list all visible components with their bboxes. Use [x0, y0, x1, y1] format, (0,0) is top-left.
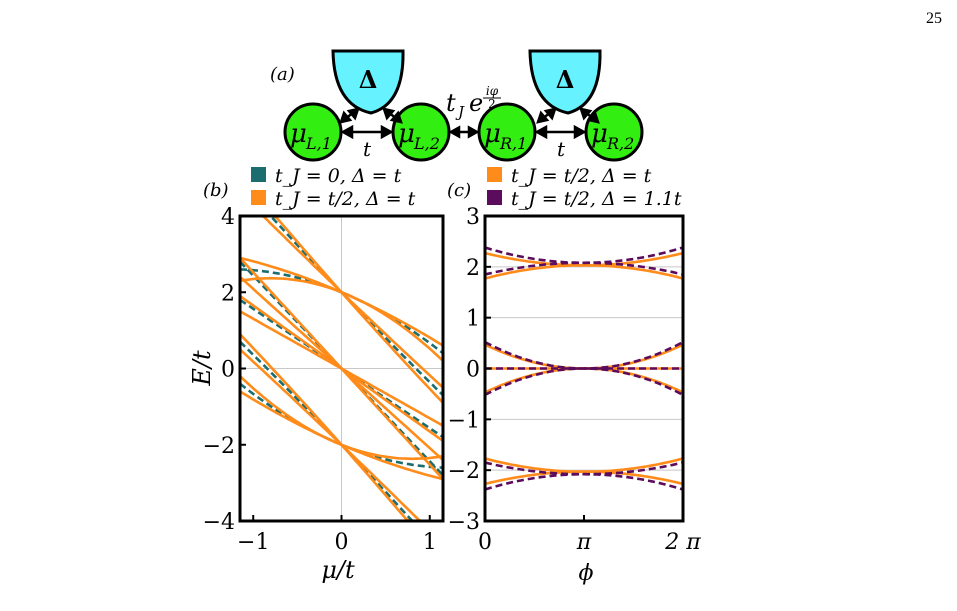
plot-c-ytick-label: −1	[448, 408, 480, 433]
legend-c-entry-0: t_J = t/2, Δ = t	[511, 165, 652, 187]
plot-c-xlabel: ϕ	[579, 561, 594, 586]
plot-c-series1-curve	[484, 261, 684, 276]
legend-b: t_J = 0, Δ = t t_J = t/2, Δ = t	[251, 165, 416, 210]
plot-b-ytick-label: −2	[203, 434, 235, 459]
dot-R1: μ R,1	[477, 102, 537, 162]
plot-b-ylabel: E/t	[188, 350, 216, 387]
junction-label-base: t	[446, 89, 456, 117]
hopping-arrows	[339, 107, 600, 140]
hopping-label-left: t	[363, 137, 372, 161]
plot-b-ytick-label: 0	[221, 358, 235, 383]
hopping-label-right: t	[557, 137, 566, 161]
dot-L1: μ L,1	[283, 102, 343, 162]
plot-b-ticks: −4 −2 0 2 4 −1 0 1	[203, 205, 437, 555]
plot-c: −3 −2 −1 0 1 2 3 0 π 2 π ϕ	[448, 205, 702, 586]
junction-label-exp-den: 2	[488, 97, 496, 111]
legend-c-entry-1: t_J = t/2, Δ = 1.1t	[511, 188, 682, 210]
plot-b-series1-curve	[239, 310, 444, 427]
junction-label: t J e iφ 2	[446, 84, 501, 121]
legend-b-entry-0: t_J = 0, Δ = t	[275, 165, 402, 187]
dot-R1-symbol: μ	[484, 119, 501, 149]
plot-b: −4 −2 0 2 4 −1 0 1 μ/t E/t	[188, 205, 445, 584]
dot-L1-symbol: μ	[290, 119, 307, 149]
dot-R2-subscript: R,2	[606, 134, 634, 153]
plot-c-ytick-label: −2	[448, 459, 480, 484]
plot-b-xlabel: μ/t	[321, 556, 355, 584]
panel-label-c: (c)	[447, 180, 471, 201]
dot-R2: μ R,2	[584, 102, 644, 162]
plot-c-xtick-label: 0	[478, 530, 492, 555]
legend-c-swatch-1	[487, 190, 502, 205]
panel-label-a: (a)	[270, 64, 295, 85]
legend-b-entry-1: t_J = t/2, Δ = t	[275, 188, 416, 210]
junction-label-exp-base: e	[469, 89, 483, 117]
legend-b-swatch-0	[251, 167, 266, 182]
plot-c-ytick-label: 0	[466, 358, 480, 383]
plot-c-curves	[484, 246, 684, 491]
junction-label-exp-num: iφ	[486, 84, 499, 98]
plot-b-ytick-label: 2	[221, 281, 235, 306]
dot-L2-subscript: L,2	[413, 134, 440, 153]
superconductor-left-label: Δ	[359, 65, 378, 94]
superconductor-right-label: Δ	[556, 65, 575, 94]
plot-c-ticks: −3 −2 −1 0 1 2 3 0 π 2 π	[448, 205, 702, 555]
plot-b-xtick-label: 0	[335, 530, 349, 555]
dot-L1-subscript: L,1	[305, 134, 332, 153]
plot-c-series0-curve	[484, 263, 684, 280]
plot-b-ytick-label: 4	[221, 205, 235, 230]
legend-c-swatch-0	[487, 167, 502, 182]
page-number: 25	[926, 10, 942, 27]
plot-b-xtick-label: 1	[423, 530, 437, 555]
plot-c-ytick-label: −3	[448, 510, 480, 535]
plot-c-series1-curve	[484, 472, 684, 491]
plot-c-series0-curve	[484, 470, 684, 486]
superconductor-left	[331, 49, 405, 115]
junction-label-sub: J	[455, 103, 465, 121]
plot-b-ytick-label: −4	[203, 510, 235, 535]
dot-L2: μ L,2	[391, 102, 451, 162]
dot-R1-subscript: R,1	[499, 134, 527, 153]
dot-R2-symbol: μ	[591, 119, 608, 149]
plot-c-series1-curve	[484, 340, 684, 370]
plot-c-xtick-label: 2 π	[664, 530, 701, 555]
plot-c-ytick-label: 3	[466, 205, 480, 230]
panel-label-b: (b)	[203, 180, 229, 201]
legend-b-swatch-1	[251, 190, 266, 205]
plot-b-xtick-label: −1	[237, 530, 269, 555]
plot-c-series1-curve	[484, 367, 684, 397]
plot-c-ytick-label: 2	[466, 256, 480, 281]
superconductor-right	[528, 49, 602, 115]
legend-c: t_J = t/2, Δ = t t_J = t/2, Δ = 1.1t	[487, 165, 682, 210]
dot-L2-symbol: μ	[398, 119, 415, 149]
plot-c-series0-curve	[484, 343, 684, 370]
schematic: (a) Δ Δ μ L,1 μ L,2 μ R,1 μ R,2	[270, 49, 644, 162]
plot-c-series0-curve	[484, 367, 684, 394]
plot-b-series0-curve	[239, 382, 444, 469]
plot-c-xtick-label: π	[576, 530, 592, 555]
plot-c-ytick-label: 1	[466, 307, 480, 332]
plot-b-series1-curve	[239, 276, 444, 362]
